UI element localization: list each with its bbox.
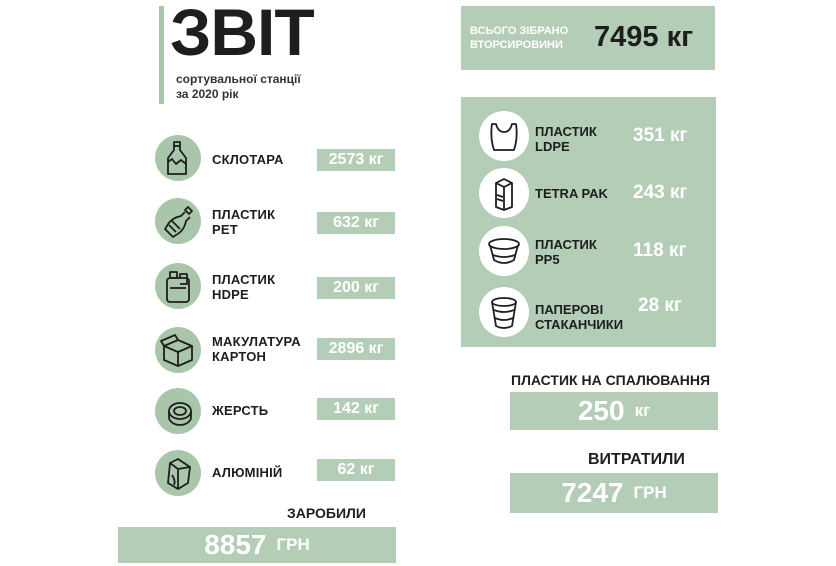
plastic-bag-icon [479,111,529,161]
left-item-6-value: 62 кг [317,459,395,481]
left-item-1-label: СКЛОТАРА [212,152,284,167]
right-item-1-label-line1: ПЛАСТИК [535,124,597,139]
left-item-2-value: 632 кг [317,212,395,234]
earned-value: 8857 [204,529,267,560]
left-item-2-label-line2: PET [212,222,238,237]
right-item-4-label-line1: ПАПЕРОВІ [535,302,604,317]
right-item-1-label-line2: LDPE [535,139,570,154]
subtitle-line-1: сортувальної станції [176,72,301,86]
burn-value: 250 [577,395,625,426]
left-item-4-value: 2896 кг [317,338,395,360]
page-subtitle: сортувальної станції за 2020 рік [176,72,301,102]
earned-heading: ЗАРОБИЛИ [287,505,366,521]
total-collected-label: ВСЬОГО ЗІБРАНО ВТОРСИРОВИНИ [470,24,568,52]
left-item-3-label-line1: ПЛАСТИК [212,272,276,287]
pp5-container-icon [479,226,529,276]
right-item-3-label: ПЛАСТИК PP5 [535,237,597,267]
right-item-3-label-line1: ПЛАСТИК [535,237,597,252]
left-item-5-value: 142 кг [317,398,395,420]
pet-bottle-icon [155,198,201,244]
left-item-6-label: АЛЮМІНІЙ [212,465,282,480]
right-item-2-label-line1: TETRA PAK [535,186,608,201]
left-item-6-label-line1: АЛЮМІНІЙ [212,465,283,480]
total-collected-box [461,6,715,70]
earned-unit: ГРН [276,535,310,554]
burn-heading: ПЛАСТИК НА СПАЛЮВАННЯ [511,372,711,388]
left-item-3-label-line2: HDPE [212,287,249,302]
left-item-1-label-line1: СКЛОТАРА [212,152,284,167]
tin-can-icon [155,388,201,434]
left-item-4-label-line1: МАКУЛАТУРА [212,334,301,349]
cardboard-box-icon [155,327,201,373]
glass-bottle-icon [155,135,201,181]
left-item-5-label-line1: ЖЕРСТЬ [212,403,269,418]
page-title: ЗВІТ [170,0,315,69]
total-label-line-2: ВТОРСИРОВИНИ [470,39,563,51]
left-item-4-label: МАКУЛАТУРА КАРТОН [212,334,301,364]
left-item-5-label: ЖЕРСТЬ [212,403,268,418]
total-collected-value: 7495 кг [594,21,694,53]
expenses-value: 7247 [561,477,624,508]
tetra-pak-icon [479,168,529,218]
earned-box: 8857 ГРН [118,527,396,563]
right-item-3-value: 118 кг [633,240,687,261]
subtitle-line-2: за 2020 рік [176,87,239,101]
right-item-3-label-line2: PP5 [535,252,560,267]
burn-unit: кг [634,401,651,420]
total-label-line-1: ВСЬОГО ЗІБРАНО [470,25,569,37]
left-item-2-label: ПЛАСТИК PET [212,207,275,237]
left-item-4-label-line2: КАРТОН [212,349,267,364]
left-item-3-label: ПЛАСТИК HDPE [212,272,275,302]
right-item-2-value: 243 кг [633,182,688,203]
right-item-1-value: 351 кг [633,125,688,146]
right-item-4-value: 28 кг [638,295,682,316]
right-item-4-label-line2: СТАКАНЧИКИ [535,317,624,332]
expenses-box: 7247 ГРН [510,473,718,513]
left-item-2-label-line1: ПЛАСТИК [212,207,276,222]
paper-cup-icon [479,287,529,337]
expenses-unit: ГРН [633,483,667,502]
left-item-1-value: 2573 кг [317,149,395,171]
left-item-3-value: 200 кг [317,277,395,299]
right-item-2-label: TETRA PAK [535,186,608,201]
burn-box: 250 кг [510,392,718,430]
right-item-4-label: ПАПЕРОВІ СТАКАНЧИКИ [535,302,623,332]
hdpe-canister-icon [155,263,201,309]
title-accent-bar [159,6,164,104]
aluminum-can-icon [155,450,201,496]
right-item-1-label: ПЛАСТИК LDPE [535,124,597,154]
expenses-heading: ВИТРАТИЛИ [588,451,685,468]
